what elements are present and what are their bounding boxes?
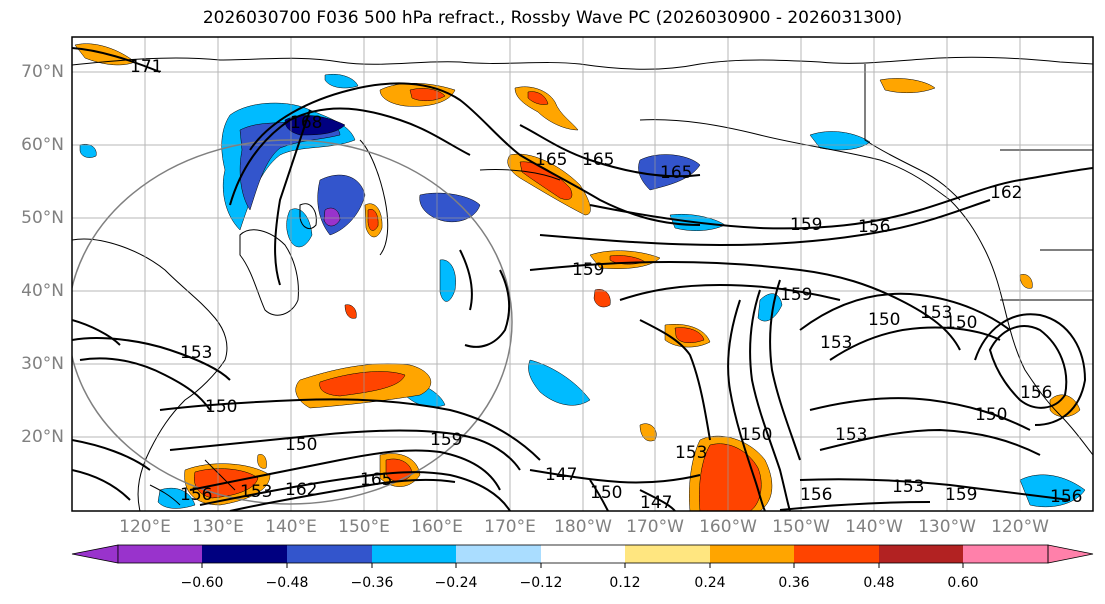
colorbar-bin: [456, 545, 541, 563]
colorbar-bin: [372, 545, 456, 563]
contour-label: 165: [660, 163, 692, 183]
map-field: 171 168 165 165 165 162 159 156 159 159 …: [72, 37, 1093, 513]
contour-label: 150: [205, 397, 237, 417]
contour-label: 147: [545, 465, 577, 485]
contour-label: 153: [892, 477, 924, 497]
contour-label: 162: [990, 183, 1022, 203]
contour-label: 153: [820, 333, 852, 353]
contour-label: 153: [835, 425, 867, 445]
height-contours: [72, 47, 1093, 511]
contour-label: 159: [780, 285, 812, 305]
contour-label: 168: [290, 113, 322, 133]
lon-label: 120°E: [119, 517, 171, 537]
colorbar-bin: [118, 545, 202, 563]
contour-label: 159: [572, 260, 604, 280]
contour-label: 150: [285, 435, 317, 455]
colorbar: [71, 544, 1094, 568]
graticule: [72, 37, 1093, 511]
lon-label: 170°E: [484, 517, 536, 537]
contour-label: 153: [240, 482, 272, 502]
lon-label: 130°W: [918, 517, 976, 537]
colorbar-tick-label: 0.12: [609, 575, 641, 591]
positive-anomaly-shading: [74, 43, 1081, 511]
colorbar-high-extend: [1047, 544, 1094, 564]
colorbar-bin: [287, 545, 372, 563]
lon-label: 150°E: [338, 517, 390, 537]
lon-label: 130°E: [192, 517, 244, 537]
contour-label: 150: [868, 310, 900, 330]
colorbar-tick-label: 0.60: [947, 575, 979, 591]
colorbar-tick-label: 0.24: [694, 575, 726, 591]
colorbar-bin: [879, 545, 963, 563]
colorbar-tick-label: −0.36: [350, 575, 394, 591]
lat-label-50n: 50°N: [21, 208, 64, 228]
colorbar-low-extend: [71, 544, 119, 564]
colorbar-bin: [625, 545, 710, 563]
lon-label: 140°E: [265, 517, 317, 537]
contour-label: 150: [945, 313, 977, 333]
contour-label: 156: [800, 485, 832, 505]
colorbar-ticks: [201, 563, 964, 568]
lon-label: 140°W: [845, 517, 903, 537]
contour-label: 165: [582, 150, 614, 170]
contour-label: 156: [1050, 487, 1082, 507]
lat-label-30n: 30°N: [21, 354, 64, 374]
contour-label: 159: [790, 215, 822, 235]
map-frame: [71, 36, 1094, 512]
contour-label: 171: [130, 57, 162, 77]
reference-circle: [72, 139, 513, 505]
contour-label: 159: [430, 430, 462, 450]
contour-label: 156: [858, 217, 890, 237]
lon-label: 160°W: [699, 517, 757, 537]
lon-label: 160°E: [411, 517, 463, 537]
lat-label-70n: 70°N: [21, 62, 64, 82]
contour-label: 150: [975, 405, 1007, 425]
colorbar-tick-label: −0.48: [265, 575, 309, 591]
map-title: 2026030700 F036 500 hPa refract., Rossby…: [202, 8, 903, 28]
contour-label: 153: [675, 443, 707, 463]
lat-label-60n: 60°N: [21, 135, 64, 155]
contour-label: 165: [360, 470, 392, 490]
contour-label: 153: [180, 343, 212, 363]
lon-label: 180°W: [554, 517, 612, 537]
lon-label: 120°W: [991, 517, 1049, 537]
contour-label: 147: [640, 493, 672, 513]
contour-label: 156: [180, 485, 212, 505]
contour-labels: 171 168 165 165 165 162 159 156 159 159 …: [130, 57, 1082, 513]
colorbar-tick-label: 0.48: [863, 575, 895, 591]
lon-label: 170°W: [626, 517, 684, 537]
contour-label: 159: [945, 485, 977, 505]
lat-label-20n: 20°N: [21, 427, 64, 447]
contour-label: 150: [740, 425, 772, 445]
colorbar-tick-label: −0.12: [519, 575, 563, 591]
colorbar-tick-label: −0.24: [434, 575, 478, 591]
contour-label: 156: [1020, 383, 1052, 403]
colorbar-bin: [963, 545, 1048, 563]
colorbar-bin: [710, 545, 794, 563]
colorbar-bin: [794, 545, 879, 563]
colorbar-tick-label: 0.36: [778, 575, 810, 591]
contour-label: 150: [590, 483, 622, 503]
contour-label: 162: [285, 480, 317, 500]
contour-label: 165: [535, 150, 567, 170]
contour-label: 153: [920, 303, 952, 323]
colorbar-bin: [541, 545, 625, 563]
lat-label-40n: 40°N: [21, 281, 64, 301]
lon-label: 150°W: [772, 517, 830, 537]
colorbar-tick-label: −0.60: [180, 575, 224, 591]
colorbar-bin: [202, 545, 287, 563]
colorbar-outline: [117, 544, 1049, 564]
